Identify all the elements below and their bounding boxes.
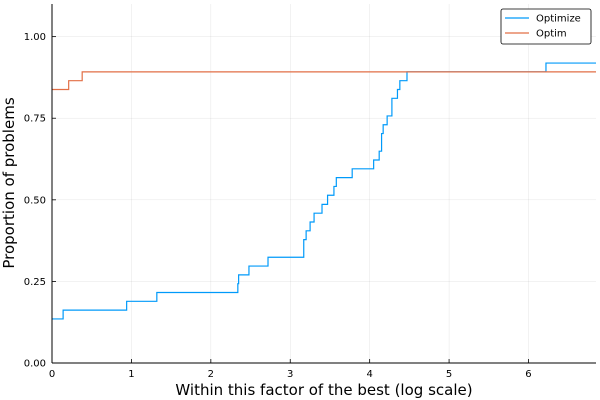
- y-tick-label: 0.00: [24, 359, 46, 370]
- axes: [51, 4, 596, 364]
- plot-background: [52, 4, 596, 363]
- gridlines: [51, 4, 596, 364]
- y-tick-label: 0.25: [24, 277, 46, 288]
- tick-labels: 0 1 2 3 4 5 6 0.00 0.25 0.50 0.75 1.00: [24, 32, 532, 380]
- series-line-optim: [52, 71, 596, 91]
- x-tick-label: 3: [287, 369, 293, 380]
- y-tick-label: 0.75: [24, 114, 46, 125]
- y-tick-label: 1.00: [24, 32, 46, 43]
- x-axis-label: Within this factor of the best (log scal…: [175, 381, 472, 399]
- x-tick-label: 0: [49, 369, 55, 380]
- legend-entry: Optimize: [536, 14, 581, 25]
- x-tick-label: 6: [525, 369, 531, 380]
- x-tick-label: 2: [208, 369, 214, 380]
- x-tick-label: 4: [366, 369, 372, 380]
- series-line-optimize: [52, 62, 596, 320]
- x-tick-label: 5: [446, 369, 452, 380]
- legend-entry: Optim: [536, 29, 567, 40]
- x-tick-label: 1: [128, 369, 134, 380]
- series-lines: [52, 62, 596, 320]
- y-axis-label: Proportion of problems: [0, 97, 18, 268]
- y-tick-label: 0.50: [24, 195, 46, 206]
- legend: Optimize Optim: [500, 8, 592, 45]
